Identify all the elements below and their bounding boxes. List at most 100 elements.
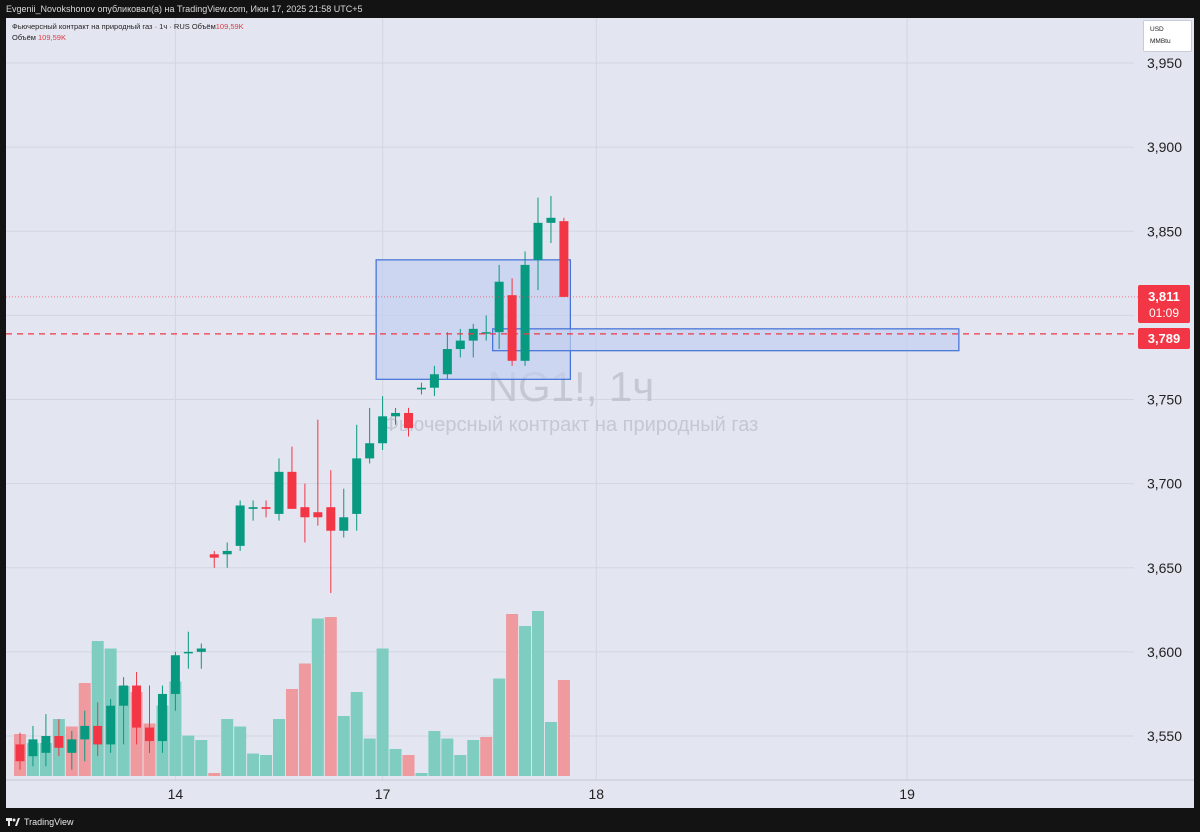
price-chart[interactable]: NG1!, 1ч Фьючерсный контракт на природны… xyxy=(6,18,1194,808)
volume-bar xyxy=(363,738,376,776)
volume-bar xyxy=(285,689,298,776)
candle-body xyxy=(261,507,271,509)
candle-body xyxy=(546,217,556,223)
candle-body xyxy=(352,458,362,514)
time-tick-label: 19 xyxy=(899,786,915,802)
volume-bar xyxy=(467,740,480,776)
legend-symbol: Фьючерсный контракт на природный газ · 1… xyxy=(12,22,244,31)
price-lines xyxy=(6,296,1138,335)
volume-bar xyxy=(273,719,285,776)
candle-body xyxy=(287,471,297,509)
volume-bar xyxy=(221,719,234,776)
candle-body xyxy=(378,416,388,444)
candle-body xyxy=(559,221,569,297)
candle-body xyxy=(15,744,25,762)
price-tick-label: 3,700 xyxy=(1147,476,1182,492)
candle-body xyxy=(442,349,452,375)
tradingview-brand: TradingView xyxy=(24,817,74,827)
volume-bar xyxy=(415,773,428,776)
chart-area[interactable]: NG1!, 1ч Фьючерсный контракт на природны… xyxy=(6,18,1194,808)
candle-body xyxy=(209,554,219,558)
time-tick-label: 14 xyxy=(168,786,184,802)
candle-body xyxy=(170,655,180,694)
candle-body xyxy=(183,651,193,654)
candle-body xyxy=(93,725,103,745)
candle-body xyxy=(235,505,245,546)
price-tick-label: 3,950 xyxy=(1147,55,1182,71)
candle-body xyxy=(339,517,349,531)
price-tick-label: 3,850 xyxy=(1147,223,1182,239)
volume-bar xyxy=(441,738,454,776)
volume-bar xyxy=(350,692,363,776)
tradingview-logo-icon xyxy=(6,817,20,827)
volume-bar xyxy=(519,626,532,776)
price-tick-label: 3,750 xyxy=(1147,392,1182,408)
time-tick-label: 18 xyxy=(588,786,604,802)
candle-body xyxy=(145,727,154,742)
time-axis: 14 17 18 19 xyxy=(6,779,1194,802)
volume-bar xyxy=(506,614,519,776)
volume-bar xyxy=(402,755,415,776)
grid-lines xyxy=(6,18,1134,780)
volume-bar xyxy=(182,735,195,776)
unit-label: MMBtu xyxy=(1150,38,1171,45)
symbol-watermark: NG1!, 1ч Фьючерсный контракт на природны… xyxy=(384,363,759,436)
candle-body xyxy=(54,736,64,748)
candle-body xyxy=(119,685,129,706)
candle-body xyxy=(507,295,517,361)
volume-bar xyxy=(311,618,324,776)
volume-bar xyxy=(324,617,337,776)
legend-volume-value: 109,59K xyxy=(215,22,244,31)
volume-bar xyxy=(247,753,260,776)
volume-bar xyxy=(376,648,389,776)
zone-rectangle xyxy=(492,328,960,352)
volume-bar xyxy=(557,680,570,776)
legend-volume: Объём 109,59K xyxy=(12,33,66,42)
legend-symbol-text: Фьючерсный контракт на природный газ · 1… xyxy=(12,22,190,31)
volume-bar xyxy=(208,773,221,776)
candle-body xyxy=(404,412,413,429)
volume-bar xyxy=(454,755,467,776)
candle-body xyxy=(326,507,336,531)
price-tick-label: 3,600 xyxy=(1147,644,1182,660)
candle-body xyxy=(533,222,543,260)
watermark-name: Фьючерсный контракт на природный газ xyxy=(384,414,759,436)
currency-unit-selector[interactable]: USD MMBtu xyxy=(1143,20,1192,52)
countdown-label: 01:09 xyxy=(1149,306,1179,320)
price-tick-label: 3,900 xyxy=(1147,139,1182,155)
tradingview-logo[interactable]: TradingView xyxy=(6,815,74,829)
volume-bar xyxy=(493,678,506,776)
legend-volume-label: Объём xyxy=(191,22,216,31)
last-price-badge xyxy=(1138,285,1190,323)
volume-bar xyxy=(544,722,557,776)
candle-body xyxy=(274,471,284,514)
candle-body xyxy=(481,332,491,334)
candle-body xyxy=(429,374,439,388)
candle-body xyxy=(222,550,232,555)
volume-bar xyxy=(195,740,208,776)
price-labels: 3,811 01:09 3,789 xyxy=(1138,285,1190,349)
volume-bar xyxy=(428,731,441,776)
volume-bar xyxy=(260,755,273,776)
candle-body xyxy=(196,648,206,652)
candle-body xyxy=(468,328,478,341)
zone-rectangle xyxy=(375,259,571,380)
candle-body xyxy=(248,507,258,509)
volume-bar xyxy=(169,681,182,776)
price-tick-label: 3,650 xyxy=(1147,560,1182,576)
time-tick-label: 17 xyxy=(375,786,391,802)
volume-bar xyxy=(389,749,402,776)
last-price-label: 3,811 xyxy=(1148,289,1180,304)
candle-body xyxy=(28,739,38,757)
candle-body xyxy=(494,281,504,333)
volume-indicator-value: 109,59K xyxy=(38,33,66,42)
candle-body xyxy=(455,340,465,350)
volume-bar xyxy=(337,716,350,776)
publisher-bar: Evgenii_Novokshonov опубликовал(а) на Tr… xyxy=(0,0,1200,18)
candle-body xyxy=(300,507,310,518)
candle-body xyxy=(416,387,426,390)
volume-bar xyxy=(480,737,493,776)
volume-bar xyxy=(234,726,247,776)
candlesticks xyxy=(15,195,569,770)
